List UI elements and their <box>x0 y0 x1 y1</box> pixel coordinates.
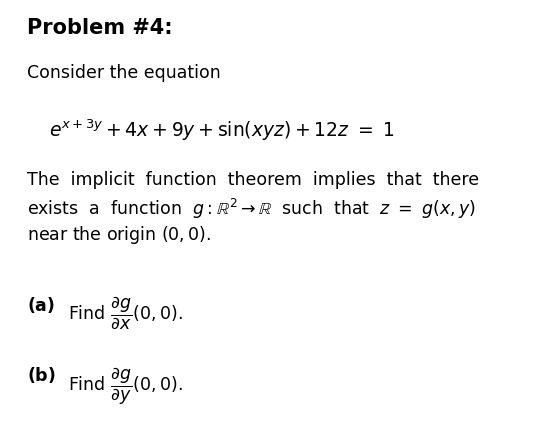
Text: $\mathbf{(b)}$: $\mathbf{(b)}$ <box>27 365 56 385</box>
Text: near the origin $(0, 0).$: near the origin $(0, 0).$ <box>27 224 212 246</box>
Text: $\mathbf{(a)}$: $\mathbf{(a)}$ <box>27 295 55 315</box>
Text: Find $\dfrac{\partial g}{\partial x}(0, 0).$: Find $\dfrac{\partial g}{\partial x}(0, … <box>68 295 183 331</box>
Text: Problem #4:: Problem #4: <box>27 18 173 38</box>
Text: Consider the equation: Consider the equation <box>27 64 221 82</box>
Text: $e^{x+3y} + 4x + 9y + \sin(xyz) + 12z \ = \ 1$: $e^{x+3y} + 4x + 9y + \sin(xyz) + 12z \ … <box>49 117 395 143</box>
Text: Find $\dfrac{\partial g}{\partial y}(0, 0).$: Find $\dfrac{\partial g}{\partial y}(0, … <box>68 365 183 407</box>
Text: The  implicit  function  theorem  implies  that  there: The implicit function theorem implies th… <box>27 171 479 189</box>
Text: exists  a  function  $g:\mathbb{R}^2 \to \mathbb{R}$  such  that  $z \ = \ g(x, : exists a function $g:\mathbb{R}^2 \to \m… <box>27 197 476 221</box>
